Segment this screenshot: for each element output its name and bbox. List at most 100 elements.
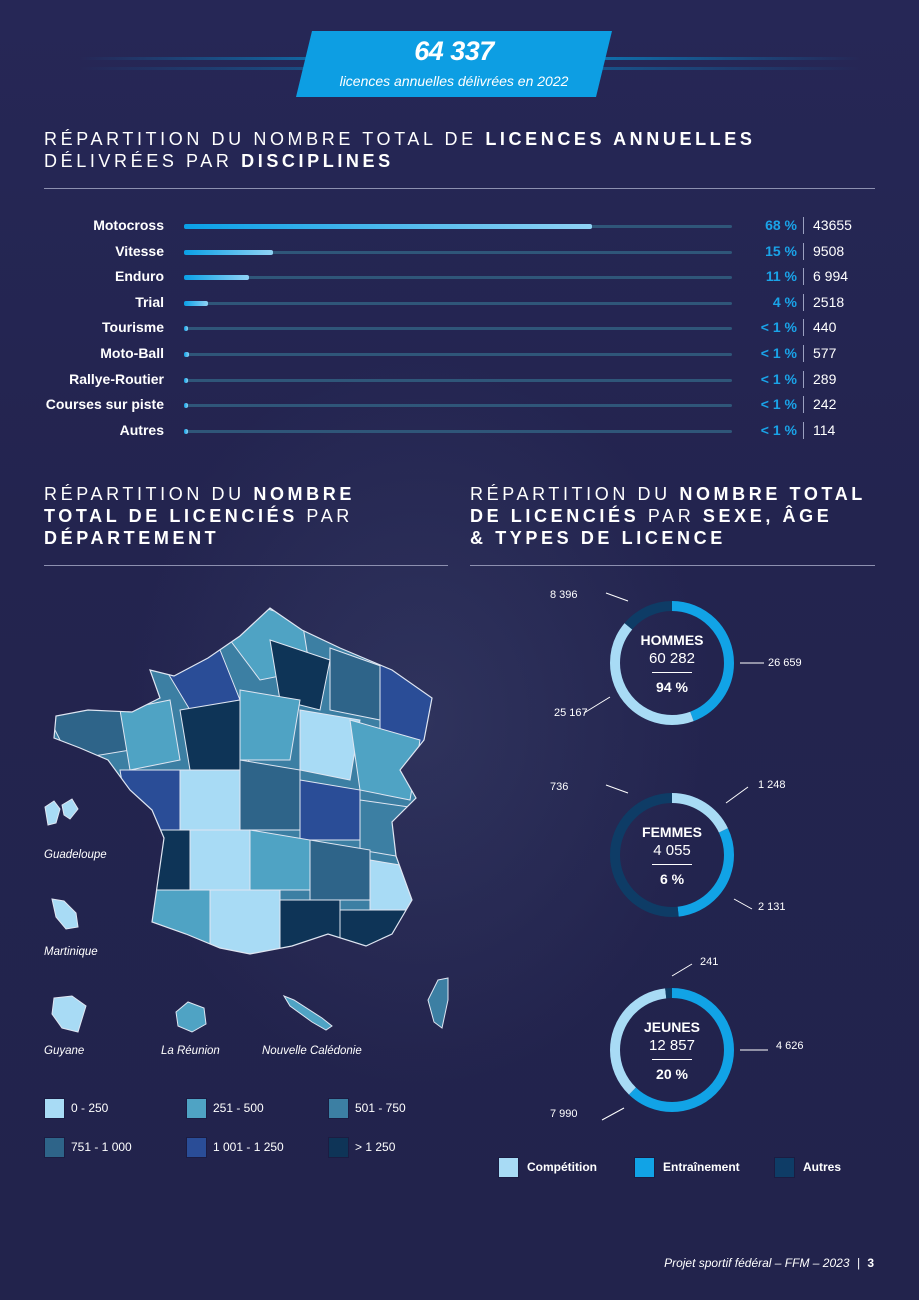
donut-legend-label: Entraînement <box>663 1160 740 1174</box>
donut-value-label: 241 <box>700 956 719 968</box>
label-la-reunion: La Réunion <box>161 1045 220 1057</box>
bar-moto-ball <box>184 352 190 357</box>
discipline-row: Autres < 1 % 114 <box>0 419 919 444</box>
donut-slice-entra-nement <box>610 793 734 917</box>
donut-jeunes <box>610 988 734 1112</box>
annotation-line <box>605 784 629 794</box>
value-label: 6 994 <box>813 268 849 285</box>
section-title-departement: RÉPARTITION DU NOMBRE TOTAL DE LICENCIÉS… <box>44 484 355 548</box>
footer: Projet sportif fédéral – FFM – 2023 | 3 <box>664 1256 874 1270</box>
donut-value-label: 1 248 <box>758 779 786 791</box>
discipline-label: Rallye-Routier <box>69 370 164 387</box>
donut-total: 60 282 <box>649 650 695 667</box>
footer-text: Projet sportif fédéral – FFM – 2023 <box>664 1256 850 1270</box>
separator <box>803 268 804 286</box>
banner-shape <box>296 31 612 97</box>
donut-total: 4 055 <box>653 842 691 859</box>
annotation-line <box>583 696 611 714</box>
separator <box>803 345 804 362</box>
donut-value-label: 8 396 <box>550 589 578 601</box>
discipline-label: Vitesse <box>115 242 164 259</box>
discipline-label: Enduro <box>115 268 164 285</box>
legend-label: 0 - 250 <box>71 1101 109 1115</box>
legend-swatch <box>328 1137 349 1158</box>
discipline-row: Moto-Ball < 1 % 577 <box>0 342 919 367</box>
section-title-sexe-age: RÉPARTITION DU NOMBRE TOTAL DE LICENCIÉS… <box>470 484 866 548</box>
donut-legend-swatch <box>498 1157 519 1178</box>
legend-label: 251 - 500 <box>213 1101 264 1115</box>
corsica-shape <box>427 977 449 1029</box>
value-label: 242 <box>813 396 837 413</box>
divider <box>470 565 875 566</box>
legend-swatch <box>44 1098 65 1119</box>
separator <box>803 396 804 414</box>
donut-value-label: 7 990 <box>550 1108 578 1120</box>
donut-title: JEUNES <box>643 1019 701 1035</box>
legend-swatch <box>186 1098 207 1119</box>
donut-value-label: 2 131 <box>758 901 786 913</box>
donut-annotation-lines <box>601 963 768 1121</box>
bar-vitesse <box>184 249 273 255</box>
legend-swatch <box>328 1098 349 1119</box>
total-licences: 64 337 <box>414 36 494 66</box>
label-guadeloupe: Guadeloupe <box>44 849 107 861</box>
donut-legend-label: Compétition <box>527 1160 597 1174</box>
bar-motocross <box>184 224 593 229</box>
separator <box>803 217 804 234</box>
donut-total: 12 857 <box>649 1037 695 1054</box>
annotation-line <box>733 898 753 910</box>
discipline-label: Trial <box>135 293 164 310</box>
discipline-row: Vitesse 15 % 9508 <box>0 240 919 265</box>
donut-legend-label: Autres <box>803 1160 842 1174</box>
annotation-line <box>671 963 693 977</box>
discipline-row: Trial 4 % 2518 <box>0 291 919 316</box>
value-label: 43655 <box>813 217 852 233</box>
section-title-disciplines: RÉPARTITION DU NOMBRE TOTAL DE LICENCES … <box>44 129 756 171</box>
martinique-shape <box>51 898 79 930</box>
bar-rallye-routier <box>184 377 188 383</box>
annotation-line <box>605 592 629 602</box>
donut-divider <box>652 672 692 673</box>
donut-share: 20 % <box>656 1066 688 1082</box>
discipline-row: Enduro 11 % 6 994 <box>0 265 919 290</box>
separator <box>803 319 804 337</box>
bar-enduro <box>184 275 250 281</box>
page-number: 3 <box>867 1256 874 1270</box>
legend-swatch <box>186 1137 207 1158</box>
donut-share: 6 % <box>659 871 685 887</box>
donut-slice-comp-tition <box>610 601 734 725</box>
footer-separator: | <box>856 1256 860 1270</box>
bar-courses-sur-piste <box>184 403 188 409</box>
discipline-label: Courses sur piste <box>45 396 164 413</box>
donut-value-label: 4 626 <box>776 1040 804 1052</box>
percent-label: 4 % <box>772 293 797 310</box>
percent-label: < 1 % <box>760 345 797 361</box>
donut-divider <box>652 1059 692 1060</box>
donut-legend-swatch <box>774 1157 795 1178</box>
separator <box>803 421 804 439</box>
discipline-label: Motocross <box>93 217 164 233</box>
discipline-label: Moto-Ball <box>100 345 164 361</box>
donut-slice-autres <box>610 793 734 917</box>
value-label: 9508 <box>813 242 845 259</box>
reunion-shape <box>175 1001 207 1033</box>
donut-title: HOMMES <box>640 632 704 648</box>
bar-tourisme <box>184 326 189 332</box>
donut-slice-autres <box>610 601 734 725</box>
percent-label: < 1 % <box>760 370 797 387</box>
value-label: 440 <box>813 319 837 336</box>
guyane-shape <box>51 995 87 1033</box>
discipline-label: Autres <box>119 421 164 438</box>
bar-track <box>184 327 732 331</box>
label-nouvelle-caledonie: Nouvelle Calédonie <box>262 1045 362 1057</box>
nouvelle-caledonie-shape <box>282 994 333 1031</box>
donut-value-label: 736 <box>550 781 569 793</box>
donut-share: 94 % <box>656 679 688 695</box>
bar-track <box>184 404 732 408</box>
donut-annotation-lines <box>583 592 764 714</box>
header-banner: 64 337 licences annuelles délivrées en 2… <box>296 31 612 97</box>
discipline-row: Tourisme < 1 % 440 <box>0 316 919 341</box>
label-martinique: Martinique <box>44 946 98 958</box>
donut-annotation-lines <box>605 784 753 910</box>
